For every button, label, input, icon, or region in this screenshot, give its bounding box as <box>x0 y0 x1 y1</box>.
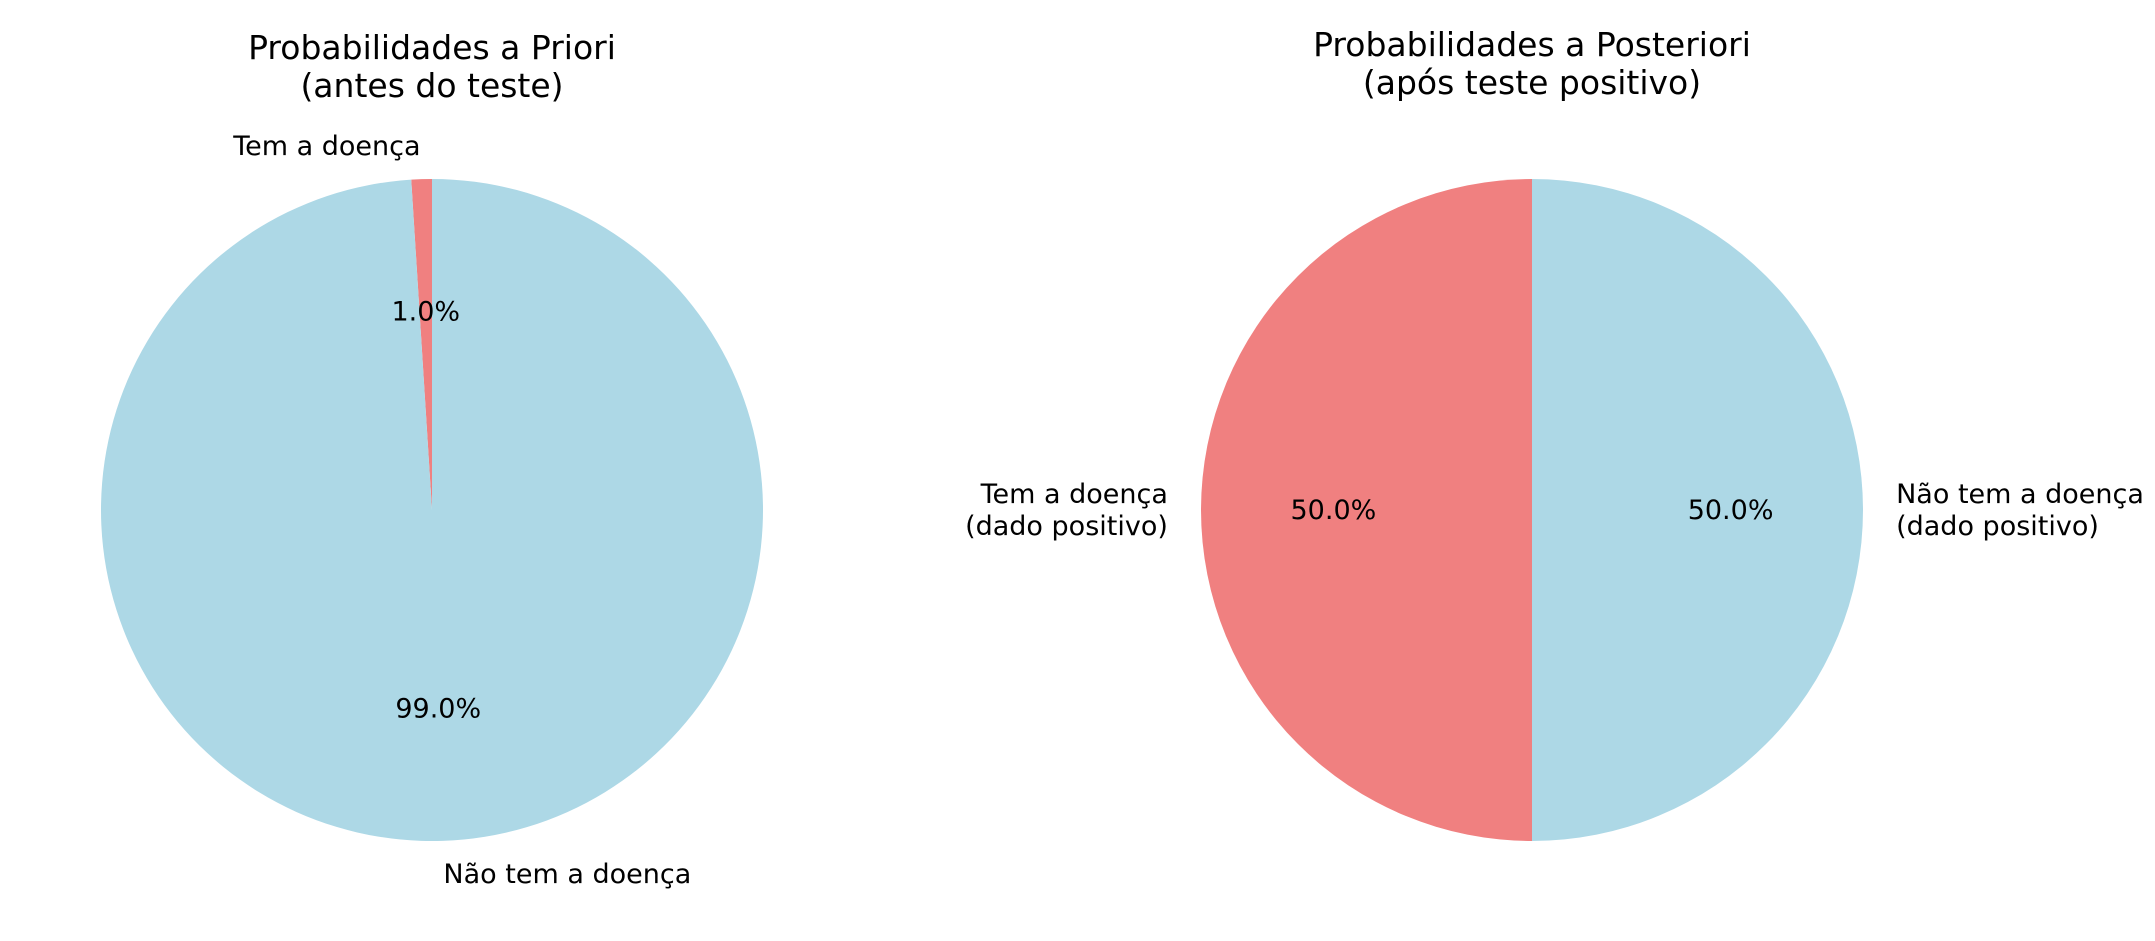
pie-slice-2 <box>101 179 764 842</box>
pie-chart-1: Probabilidades a Priori (antes do teste) 1… <box>101 28 764 889</box>
pie-slice-percent-label: 50.0% <box>1688 495 1774 526</box>
pie-slice-percent-label: 99.0% <box>395 693 481 724</box>
pie-slice-1 <box>1201 179 1532 841</box>
pie-chart-2: Probabilidades a Posteriori (após teste p… <box>965 25 2144 841</box>
pie-slice-label: Não tem a doença (dado positivo) <box>1896 479 2144 542</box>
pie-slice-label: Tem a doença (dado positivo) <box>965 479 1168 542</box>
pie-slice-label: Tem a doença <box>232 131 420 162</box>
pie-slice-2 <box>1532 179 1863 841</box>
pie-slice-1 <box>411 179 432 510</box>
pie-slice-label: Não tem a doença <box>443 858 691 889</box>
pie-slice-percent-label: 50.0% <box>1291 495 1377 526</box>
chart-title: Probabilidades a Priori (antes do teste) <box>248 28 616 105</box>
pie-slice-percent-label: 1.0% <box>391 296 460 327</box>
chart-title: Probabilidades a Posteriori (após teste p… <box>1313 25 1751 102</box>
